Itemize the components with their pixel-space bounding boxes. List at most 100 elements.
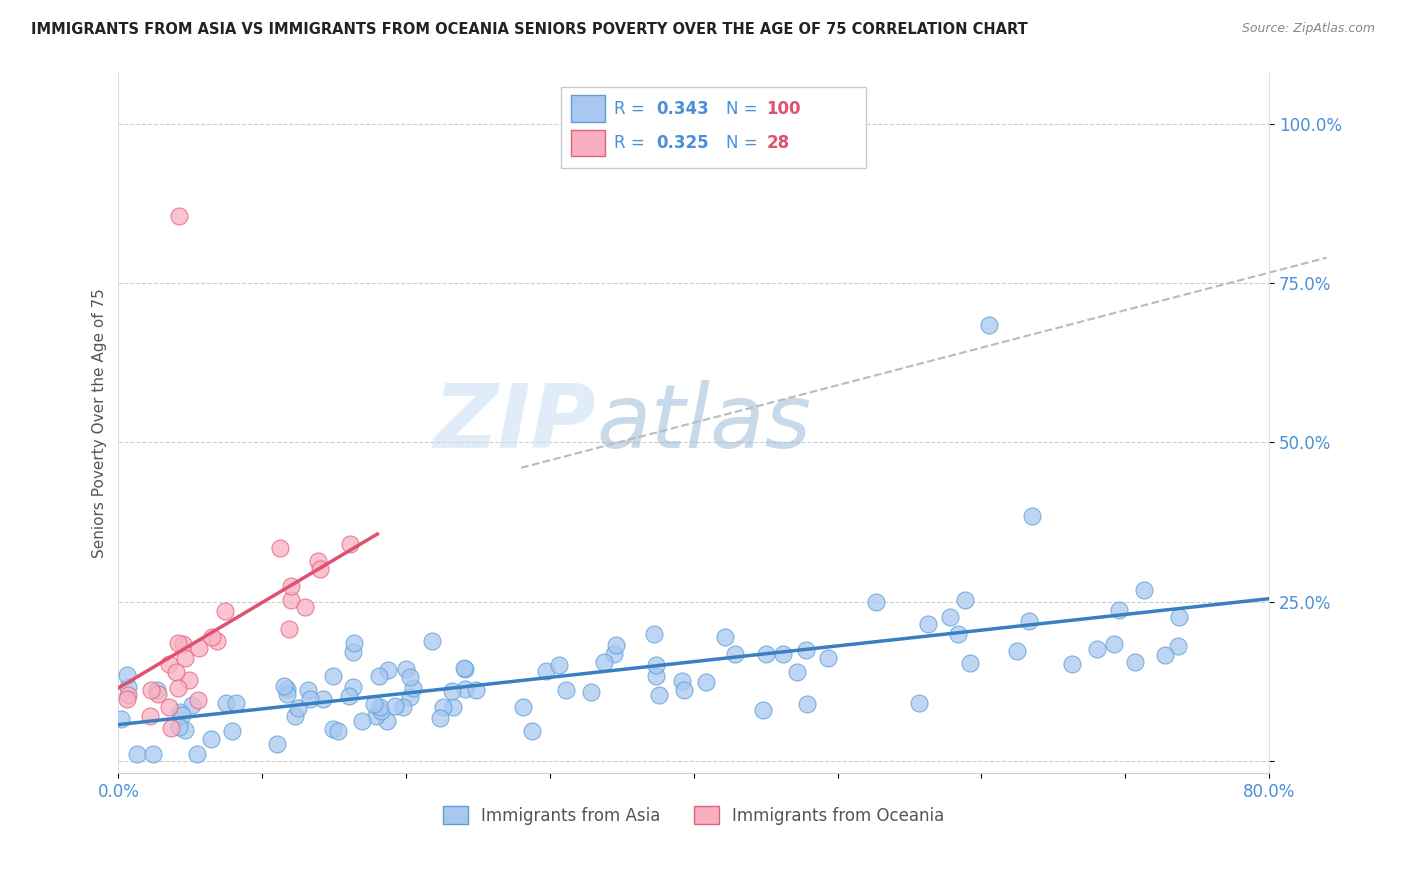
Point (167, 720, 190, 734)
Point (908, 696, 931, 710)
Point (343, 636, 366, 650)
Point (117, 668, 139, 682)
Point (167, 209, 190, 223)
Text: 100: 100 (766, 100, 801, 118)
Point (534, 665, 557, 679)
Point (441, 699, 464, 714)
Text: R =: R = (614, 134, 651, 152)
Point (454, 662, 477, 676)
Point (695, 674, 717, 689)
Point (166, 681, 188, 695)
Point (1085, 641, 1108, 656)
Point (786, 665, 808, 679)
Point (339, 689, 361, 703)
Point (145, 683, 167, 698)
Point (342, 645, 364, 659)
Point (172, 707, 194, 722)
Point (1133, 582, 1156, 597)
Point (1123, 655, 1146, 669)
Text: ZIP: ZIP (433, 380, 596, 467)
Point (754, 648, 776, 662)
Point (339, 537, 361, 551)
FancyBboxPatch shape (571, 129, 605, 156)
Point (294, 600, 316, 615)
Point (322, 723, 344, 737)
Point (159, 721, 181, 735)
Point (117, 692, 139, 706)
Point (555, 683, 578, 698)
Point (276, 688, 298, 702)
Point (959, 656, 981, 670)
Point (266, 737, 288, 751)
Point (172, 637, 194, 651)
Point (280, 593, 302, 607)
Point (643, 627, 665, 641)
Point (157, 700, 180, 714)
Text: N =: N = (725, 100, 763, 118)
Point (363, 697, 385, 711)
Point (273, 679, 295, 693)
Point (370, 704, 392, 718)
Point (520, 723, 543, 738)
Point (605, 639, 627, 653)
Point (817, 651, 839, 665)
Point (215, 696, 238, 710)
Point (117, 688, 139, 702)
Point (177, 673, 200, 687)
Point (284, 709, 307, 723)
Point (398, 670, 420, 684)
Point (441, 684, 464, 698)
Point (977, 318, 1000, 332)
Point (117, 681, 139, 695)
Point (671, 674, 693, 689)
Point (142, 747, 165, 762)
Point (307, 554, 329, 568)
Point (146, 688, 169, 702)
Point (127, 747, 149, 762)
Point (141, 683, 163, 698)
Point (276, 681, 298, 696)
Point (398, 690, 420, 705)
Point (429, 711, 451, 725)
Point (724, 647, 747, 661)
Point (581, 684, 603, 698)
Point (648, 688, 671, 702)
Point (512, 699, 534, 714)
FancyBboxPatch shape (571, 95, 605, 122)
Point (1154, 648, 1177, 662)
Point (157, 657, 180, 672)
Point (772, 648, 794, 662)
Point (138, 708, 160, 723)
Point (395, 663, 418, 677)
Point (454, 682, 477, 697)
Point (420, 634, 443, 648)
Point (714, 630, 737, 644)
Point (367, 669, 389, 683)
FancyBboxPatch shape (561, 87, 866, 168)
Point (645, 657, 668, 672)
Point (1060, 657, 1083, 672)
Point (391, 700, 413, 714)
Point (375, 714, 398, 729)
Point (221, 724, 243, 739)
Point (278, 623, 301, 637)
Point (377, 663, 399, 677)
Point (752, 703, 775, 717)
Point (593, 655, 616, 669)
Point (1102, 637, 1125, 651)
Text: 0.325: 0.325 (655, 134, 709, 152)
Point (948, 627, 970, 641)
Point (548, 657, 571, 672)
Point (368, 699, 391, 714)
Point (280, 578, 302, 592)
Y-axis label: Seniors Poverty Over the Age of 75: Seniors Poverty Over the Age of 75 (93, 288, 107, 558)
Point (464, 683, 486, 698)
Point (214, 604, 236, 618)
Point (432, 699, 454, 714)
Point (350, 714, 373, 729)
Point (953, 592, 976, 607)
Point (1018, 614, 1040, 628)
Point (110, 712, 132, 726)
Point (796, 697, 818, 711)
Point (1166, 639, 1188, 653)
